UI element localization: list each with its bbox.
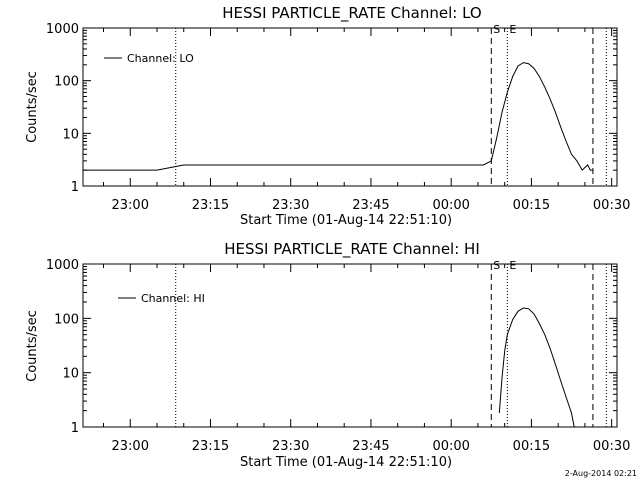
y-tick-label: 10 bbox=[62, 367, 79, 382]
marker-label: S bbox=[493, 259, 500, 272]
marker-label: E bbox=[509, 23, 516, 36]
marker-label: E bbox=[509, 259, 516, 272]
x-tick-label: 23:45 bbox=[352, 439, 389, 454]
plot-frame bbox=[82, 27, 618, 187]
x-axis-label: Start Time (01-Aug-14 22:51:10) bbox=[240, 455, 452, 470]
y-axis-label: Counts/sec bbox=[25, 71, 40, 143]
x-tick-label: 23:30 bbox=[272, 439, 309, 454]
series-line bbox=[498, 307, 575, 428]
x-tick-label: 00:30 bbox=[593, 198, 630, 213]
y-tick-label: 100 bbox=[54, 312, 79, 327]
x-tick-label: 00:00 bbox=[432, 439, 469, 454]
y-tick-label: 1 bbox=[71, 180, 79, 195]
x-tick-label: 23:30 bbox=[272, 198, 309, 213]
x-tick-label: 23:15 bbox=[192, 198, 229, 213]
x-tick-label: 23:00 bbox=[112, 198, 149, 213]
legend: Channel: HI bbox=[118, 292, 205, 305]
x-tick-label: 00:15 bbox=[513, 198, 550, 213]
x-tick-label: 00:00 bbox=[432, 198, 469, 213]
y-tick-label: 10 bbox=[62, 127, 79, 142]
y-tick-label: 1000 bbox=[46, 258, 79, 273]
chart-title: HESSI PARTICLE_RATE Channel: LO bbox=[222, 4, 481, 23]
marker-label: S bbox=[493, 23, 500, 36]
y-axis-label: Counts/sec bbox=[25, 310, 40, 382]
chart-title: HESSI PARTICLE_RATE Channel: HI bbox=[224, 240, 480, 259]
x-tick-label: 23:15 bbox=[192, 439, 229, 454]
legend-entry: Channel: LO bbox=[127, 52, 194, 65]
legend-entry: Channel: HI bbox=[141, 292, 205, 305]
x-tick-label: 00:15 bbox=[513, 439, 550, 454]
y-tick-label: 100 bbox=[54, 75, 79, 90]
panel-lo: HESSI PARTICLE_RATE Channel: LO Counts/s… bbox=[25, 4, 630, 228]
x-tick-label: 23:00 bbox=[112, 439, 149, 454]
x-tick-label: 00:30 bbox=[593, 439, 630, 454]
y-tick-label: 1000 bbox=[46, 22, 79, 37]
x-tick-label: 23:45 bbox=[352, 198, 389, 213]
series-line bbox=[83, 62, 593, 171]
plot-frame bbox=[82, 263, 618, 428]
legend: Channel: LO bbox=[104, 52, 194, 65]
panel-hi: HESSI PARTICLE_RATE Channel: HI Counts/s… bbox=[25, 240, 630, 470]
x-axis-label: Start Time (01-Aug-14 22:51:10) bbox=[240, 213, 452, 228]
y-tick-label: 1 bbox=[71, 421, 79, 436]
timestamp-stamp: 2-Aug-2014 02:21 bbox=[565, 469, 637, 478]
